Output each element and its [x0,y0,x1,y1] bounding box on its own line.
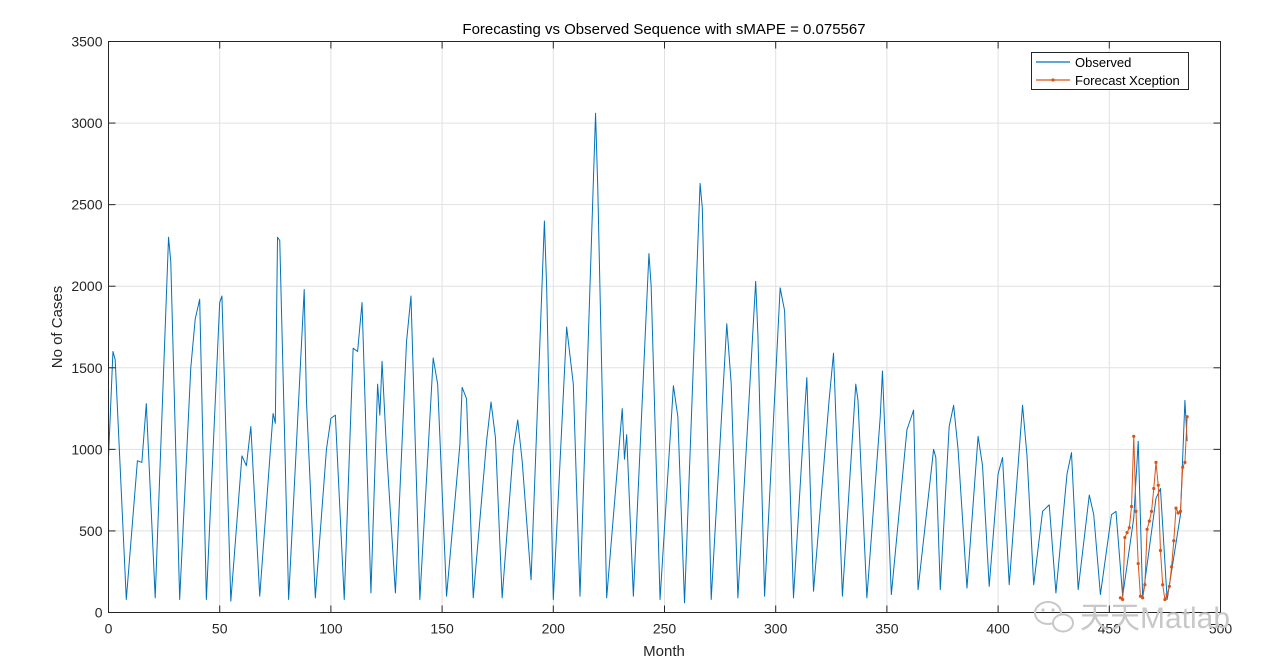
y-tick-label: 2500 [71,197,102,213]
forecast-point [1158,548,1163,553]
forecast-point [1183,460,1187,465]
x-tick-label: 50 [212,621,228,637]
forecast-point [1145,527,1149,531]
x-tick-label: 250 [653,621,677,637]
y-tick-label: 2000 [71,278,102,294]
legend-forecast-label: Forecast Xception [1075,73,1180,88]
y-tick-label: 0 [95,605,103,621]
forecast-point [1121,597,1125,602]
forecast-point [1143,583,1147,587]
forecast-point [1154,460,1158,465]
y-tick-label: 500 [79,523,103,539]
x-tick-label: 350 [875,621,899,637]
forecast-point [1129,504,1134,509]
forecast-point [1152,486,1156,491]
x-axis-label: Month [643,643,685,660]
legend-box [1031,52,1189,90]
forecast-point [1141,596,1145,600]
x-tick-label: 500 [1209,621,1233,637]
forecast-point [1172,539,1176,543]
y-tick-label: 3500 [71,34,102,50]
y-tick-label: 3000 [71,115,102,131]
x-tick-label: 300 [764,621,788,637]
y-tick-label: 1000 [71,441,102,457]
forecast-point [1165,592,1169,597]
forecast-point [1134,509,1138,513]
forecast-point [1176,511,1180,515]
forecast-point [1181,465,1185,469]
forecast-point [1185,415,1189,419]
watermark-text: 天天Matlab [1080,602,1230,635]
x-tick-label: 450 [1098,621,1122,637]
forecast-point [1123,535,1127,540]
grid [108,41,1221,613]
legend-forecast-marker [1051,78,1055,82]
forecast-point [1167,584,1171,589]
ticks: 0 50 100 150 200 250 300 350 400 450 500 0 500 1000 15… [71,34,1232,637]
forecast-point [1156,483,1160,487]
y-tick-label: 1500 [71,360,102,376]
watermark: 天天Matlab [1034,601,1230,635]
legend: Observed Forecast Xception [1031,52,1189,90]
forecast-point [1127,526,1131,530]
series-layer [108,112,1189,604]
forecast-point [1178,509,1183,513]
forecast-point [1163,597,1167,602]
forecast-point [1125,530,1129,535]
x-tick-label: 100 [319,621,343,637]
forecast-point [1138,594,1143,598]
forecast-point [1149,509,1154,513]
y-axis-label: No of Cases [49,286,66,369]
forecast-point [1161,583,1165,587]
forecast-point [1118,596,1123,600]
observed-line [108,112,1188,604]
forecast-point [1174,506,1178,510]
chart-title: Forecasting vs Observed Sequence with sM… [462,21,865,38]
wechat-icon [1034,601,1074,633]
forecast-point [1132,434,1136,438]
x-tick-label: 200 [542,621,566,637]
forecast-point [1136,561,1140,566]
x-tick-label: 0 [105,621,113,637]
forecast-point [1147,519,1151,523]
forecast-point [1169,565,1174,569]
x-tick-label: 400 [986,621,1010,637]
x-tick-label: 150 [430,621,454,637]
legend-observed-label: Observed [1075,55,1131,70]
